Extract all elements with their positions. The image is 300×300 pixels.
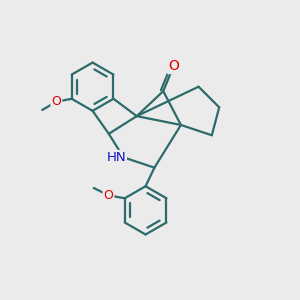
Text: O: O [51, 95, 61, 108]
Text: O: O [103, 189, 113, 202]
Text: O: O [168, 59, 179, 73]
Text: HN: HN [106, 151, 126, 164]
